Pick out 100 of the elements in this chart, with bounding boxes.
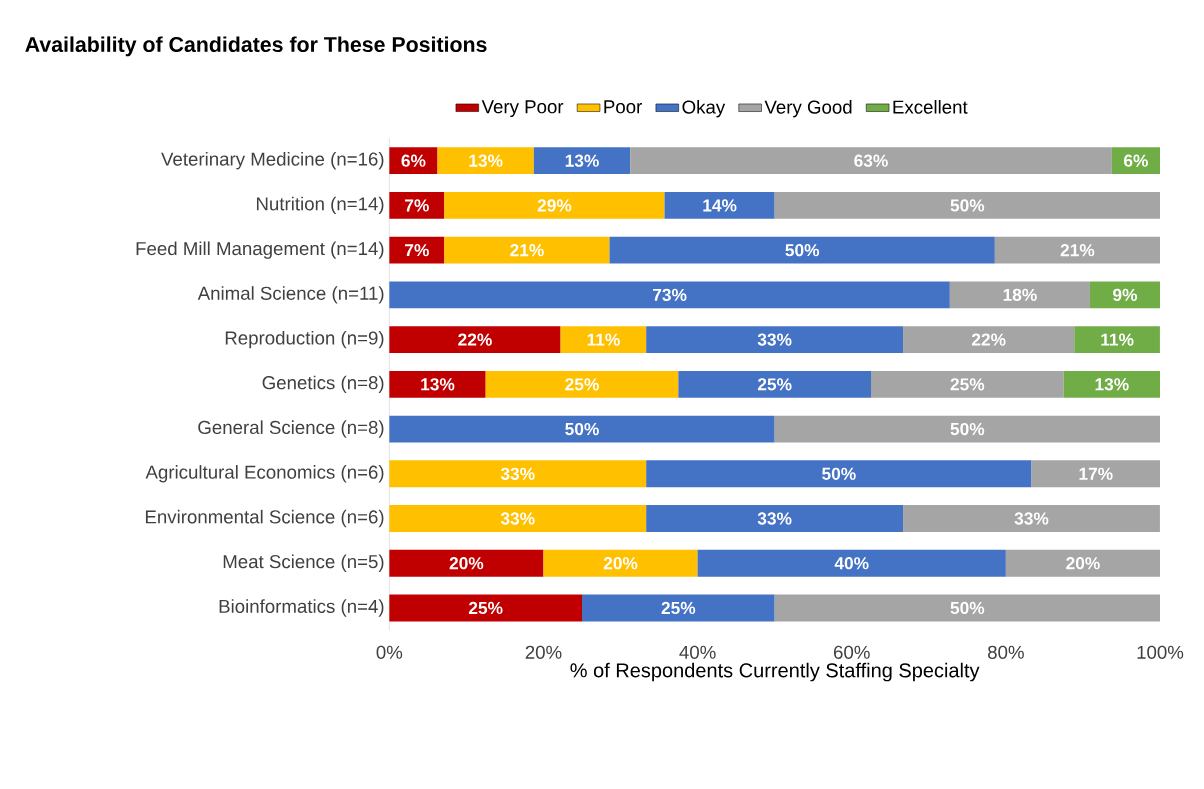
legend-label: Very Good	[764, 99, 852, 118]
data-label: 33%	[1014, 512, 1049, 525]
bar	[543, 549, 698, 577]
data-label: 17%	[1079, 467, 1113, 480]
data-label: 9%	[1113, 288, 1138, 302]
data-label: 63%	[854, 154, 888, 167]
data-label: 22%	[971, 333, 1006, 346]
y-tick-label: General Science (n=8)	[198, 420, 384, 438]
x-tick-label: 100%	[1137, 645, 1184, 659]
y-tick-label: Feed Mill Management (n=14)	[136, 241, 384, 259]
data-label: 21%	[1060, 244, 1095, 257]
data-label: 25%	[661, 601, 696, 615]
legend-label: Excellent	[893, 99, 968, 114]
data-label: 50%	[950, 601, 985, 615]
data-label: 7%	[405, 199, 429, 212]
bar	[582, 594, 775, 622]
bar	[664, 192, 775, 219]
data-label: 21%	[510, 244, 544, 257]
data-label: 11%	[1101, 333, 1134, 346]
y-tick-label: Bioinformatics (n=4)	[219, 599, 384, 617]
bar	[485, 370, 679, 398]
bar	[389, 236, 445, 264]
data-label: 13%	[565, 154, 599, 167]
bar	[389, 326, 561, 354]
bar	[1031, 460, 1160, 488]
data-label: 50%	[822, 467, 856, 480]
bar	[949, 281, 1090, 309]
bar	[389, 370, 486, 398]
x-tick-label: 40%	[679, 645, 716, 659]
y-tick-label: Agricultural Economics (n=6)	[145, 465, 384, 483]
bar	[871, 370, 1064, 398]
data-label: 6%	[401, 154, 426, 167]
y-tick-label: Nutrition (n=14)	[256, 196, 384, 215]
legend-label: Okay	[682, 99, 726, 118]
bar	[1063, 370, 1160, 398]
bar	[697, 549, 1006, 577]
x-tick-label: 60%	[834, 645, 870, 659]
bar	[389, 505, 647, 532]
y-tick-label: Genetics (n=8)	[262, 375, 384, 394]
bar	[389, 281, 950, 309]
data-label: 13%	[421, 378, 455, 391]
y-tick-label: Animal Science (n=11)	[197, 286, 384, 304]
data-label: 22%	[458, 333, 492, 346]
data-label: 50%	[565, 422, 599, 436]
data-label: 7%	[405, 244, 429, 257]
data-label: 11%	[587, 333, 620, 346]
y-tick-label: Veterinary Medicine (n=16)	[161, 151, 384, 170]
data-label: 6%	[1124, 154, 1148, 167]
data-label: 14%	[703, 199, 737, 212]
bar	[646, 505, 904, 532]
bar	[389, 147, 438, 175]
bar	[1111, 147, 1160, 175]
data-label: 25%	[950, 378, 985, 391]
data-label: 25%	[468, 601, 503, 615]
data-label: 33%	[757, 333, 792, 346]
bar	[774, 415, 1160, 443]
bar	[389, 460, 647, 488]
bar	[1005, 549, 1160, 577]
data-label: 50%	[950, 422, 985, 436]
data-label: 18%	[1003, 288, 1037, 302]
data-label: 20%	[449, 557, 484, 570]
data-label: 29%	[537, 199, 572, 212]
data-label: 73%	[653, 288, 687, 302]
data-label: 33%	[500, 467, 535, 480]
bar	[903, 505, 1160, 532]
data-label: 50%	[950, 199, 985, 212]
data-label: 25%	[757, 378, 792, 391]
bar	[774, 594, 1160, 622]
y-tick-label: Meat Science (n=5)	[223, 554, 384, 572]
bar	[389, 549, 544, 577]
bar	[389, 415, 775, 443]
bar	[903, 326, 1075, 354]
legend-label: Very Poor	[481, 100, 564, 118]
data-label: 13%	[469, 154, 503, 167]
chart-title: Availability of Candidates for These Positions	[25, 36, 487, 57]
bar	[533, 147, 631, 175]
data-label: 50%	[785, 244, 820, 257]
data-label: 13%	[1095, 378, 1129, 391]
x-axis-title: % of Respondents Currently Staffing Specialty	[570, 662, 980, 682]
data-label: 40%	[834, 557, 869, 570]
bar	[444, 192, 665, 219]
bar	[646, 326, 904, 354]
x-tick-label: 20%	[525, 645, 562, 659]
x-tick-label: 0%	[376, 645, 403, 659]
data-label: 25%	[565, 378, 599, 391]
legend-label: Poor	[604, 100, 642, 114]
bar	[1089, 281, 1160, 309]
bar	[560, 326, 647, 354]
bar	[1074, 326, 1160, 354]
bar	[678, 370, 871, 398]
data-label: 33%	[500, 512, 535, 525]
y-tick-label: Environmental Science (n=6)	[145, 509, 384, 528]
data-label: 20%	[1066, 557, 1100, 570]
data-label: 20%	[603, 557, 638, 570]
bar	[389, 594, 582, 622]
x-tick-label: 80%	[988, 645, 1024, 659]
bar	[389, 192, 445, 219]
bar	[437, 147, 534, 175]
bar	[994, 236, 1160, 264]
bar	[646, 460, 1032, 488]
